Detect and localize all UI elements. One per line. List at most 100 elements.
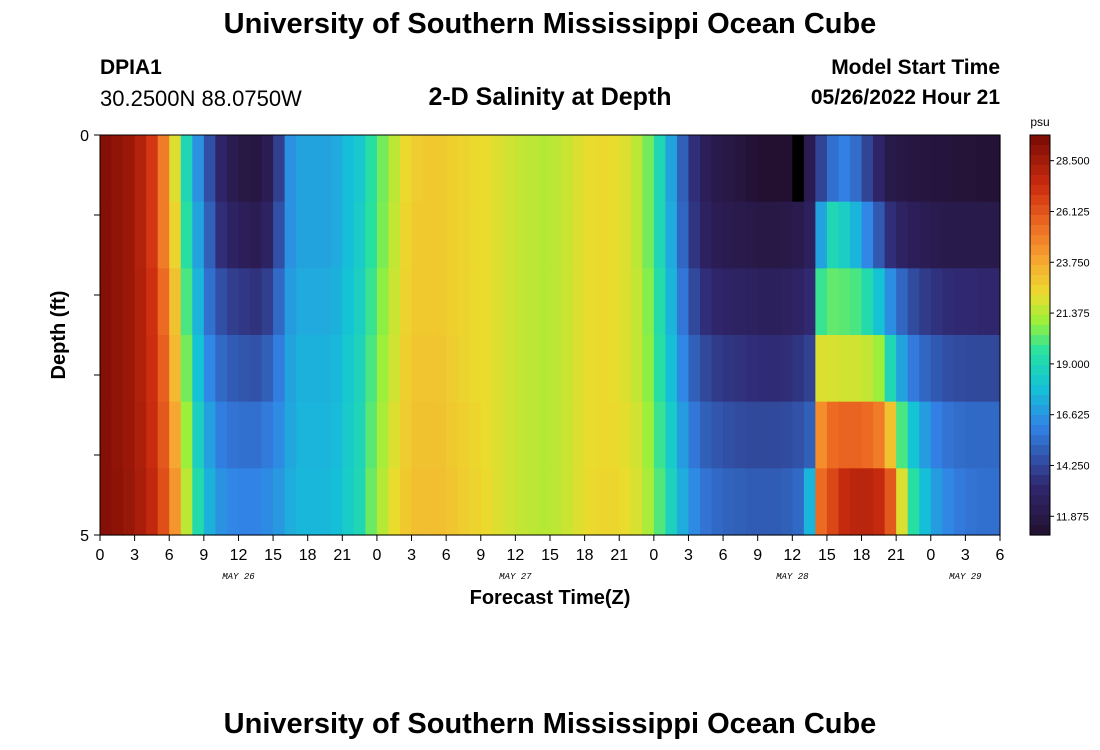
heatmap-cell bbox=[307, 401, 320, 469]
heatmap-cell bbox=[838, 335, 851, 403]
heatmap-cell bbox=[734, 268, 747, 336]
colorbar-segment bbox=[1030, 205, 1050, 216]
heatmap-cell bbox=[665, 201, 678, 269]
heatmap-cell bbox=[826, 335, 840, 403]
heatmap-cell bbox=[838, 201, 851, 269]
heatmap-cell bbox=[134, 201, 147, 269]
x-tick-label: 6 bbox=[996, 547, 1005, 564]
heatmap-cell bbox=[134, 335, 147, 403]
heatmap-cell bbox=[250, 468, 263, 536]
heatmap-cell bbox=[180, 268, 193, 336]
heatmap-cell bbox=[988, 401, 1001, 469]
colorbar: 28.500 26.125 23.750 21.375 19.000 16.625 14.2… bbox=[1029, 134, 1090, 536]
heatmap-cell bbox=[376, 201, 390, 269]
heatmap-cell bbox=[550, 201, 563, 269]
heatmap-cell bbox=[630, 201, 643, 269]
heatmap-cell bbox=[446, 468, 459, 536]
heatmap-cell bbox=[376, 335, 390, 403]
heatmap-cell bbox=[469, 468, 482, 536]
heatmap-cell bbox=[711, 401, 724, 469]
heatmap-cell bbox=[238, 468, 251, 536]
heatmap-cell bbox=[792, 268, 805, 336]
heatmap-cell bbox=[919, 468, 932, 536]
heatmap-cell bbox=[376, 401, 390, 469]
colorbar-tick-label: 23.750 bbox=[1056, 257, 1090, 269]
heatmap-cell bbox=[411, 201, 424, 269]
colorbar-segment bbox=[1030, 455, 1050, 466]
heatmap-cell bbox=[988, 335, 1001, 403]
heatmap-cell bbox=[134, 268, 147, 336]
heatmap-cell bbox=[873, 468, 886, 536]
heatmap-cell bbox=[792, 135, 805, 203]
heatmap-cell bbox=[573, 135, 586, 203]
day-label: MAY 26 bbox=[222, 572, 255, 582]
heatmap-cell bbox=[273, 335, 286, 403]
heatmap-cell bbox=[388, 401, 401, 469]
heatmap-cell bbox=[838, 268, 851, 336]
heatmap-cell bbox=[423, 268, 436, 336]
heatmap-cell bbox=[538, 401, 551, 469]
x-axis-label: Forecast Time(Z) bbox=[470, 587, 631, 609]
heatmap-cell bbox=[838, 468, 851, 536]
x-tick-label: 18 bbox=[576, 547, 594, 564]
heatmap-cell bbox=[873, 135, 886, 203]
heatmap-cell bbox=[953, 335, 966, 403]
colorbar-segment bbox=[1030, 145, 1050, 156]
heatmap-cell bbox=[619, 135, 632, 203]
heatmap-cell bbox=[607, 135, 620, 203]
heatmap-cell bbox=[400, 401, 413, 469]
heatmap-cell bbox=[596, 468, 609, 536]
heatmap-cell bbox=[469, 335, 482, 403]
heatmap-cell bbox=[446, 135, 459, 203]
heatmap-cell bbox=[757, 268, 770, 336]
heatmap-cell bbox=[815, 268, 828, 336]
heatmap-cell bbox=[665, 468, 678, 536]
heatmap-cell bbox=[723, 335, 736, 403]
x-tick-label: 12 bbox=[783, 547, 801, 564]
heatmap-cell bbox=[930, 135, 943, 203]
heatmap-cell bbox=[573, 335, 586, 403]
heatmap-cell bbox=[238, 335, 251, 403]
heatmap-cell bbox=[342, 335, 355, 403]
heatmap-cell bbox=[146, 335, 159, 403]
heatmap-cell bbox=[526, 335, 540, 403]
x-tick-label: 18 bbox=[299, 547, 317, 564]
x-tick-label: 6 bbox=[165, 547, 174, 564]
heatmap-cell bbox=[203, 335, 216, 403]
heatmap-cell bbox=[134, 468, 147, 536]
heatmap-cell bbox=[965, 201, 978, 269]
heatmap-cell bbox=[330, 201, 343, 269]
y-axis-label: Depth (ft) bbox=[48, 291, 70, 380]
heatmap-cell bbox=[353, 201, 366, 269]
heatmap-cell bbox=[953, 268, 966, 336]
heatmap-cell bbox=[296, 268, 309, 336]
heatmap-cell bbox=[896, 135, 909, 203]
heatmap-cell bbox=[769, 468, 782, 536]
heatmap-cell bbox=[434, 335, 447, 403]
heatmap-cell bbox=[584, 335, 597, 403]
heatmap-cell bbox=[550, 468, 563, 536]
heatmap-cell bbox=[169, 268, 182, 336]
heatmap-cell bbox=[676, 401, 690, 469]
heatmap-cell bbox=[861, 401, 874, 469]
heatmap-cell bbox=[411, 268, 424, 336]
heatmap-cell bbox=[619, 401, 632, 469]
heatmap-cell bbox=[769, 201, 782, 269]
x-tick-label: 9 bbox=[476, 547, 485, 564]
colorbar-segment bbox=[1030, 135, 1050, 146]
heatmap-cell bbox=[815, 401, 828, 469]
heatmap-cell bbox=[653, 201, 666, 269]
heatmap-cell bbox=[526, 135, 540, 203]
heatmap-cell bbox=[711, 335, 724, 403]
heatmap-cell bbox=[480, 335, 493, 403]
heatmap-cell bbox=[388, 468, 401, 536]
heatmap-cell bbox=[123, 135, 136, 203]
heatmap-cell bbox=[907, 335, 920, 403]
heatmap-cell bbox=[457, 468, 470, 536]
heatmap-cell bbox=[238, 201, 251, 269]
heatmap-cell bbox=[284, 468, 297, 536]
heatmap-cell bbox=[400, 135, 413, 203]
colorbar-segment bbox=[1030, 335, 1050, 346]
heatmap-cell bbox=[169, 201, 182, 269]
heatmap-cell bbox=[284, 135, 297, 203]
